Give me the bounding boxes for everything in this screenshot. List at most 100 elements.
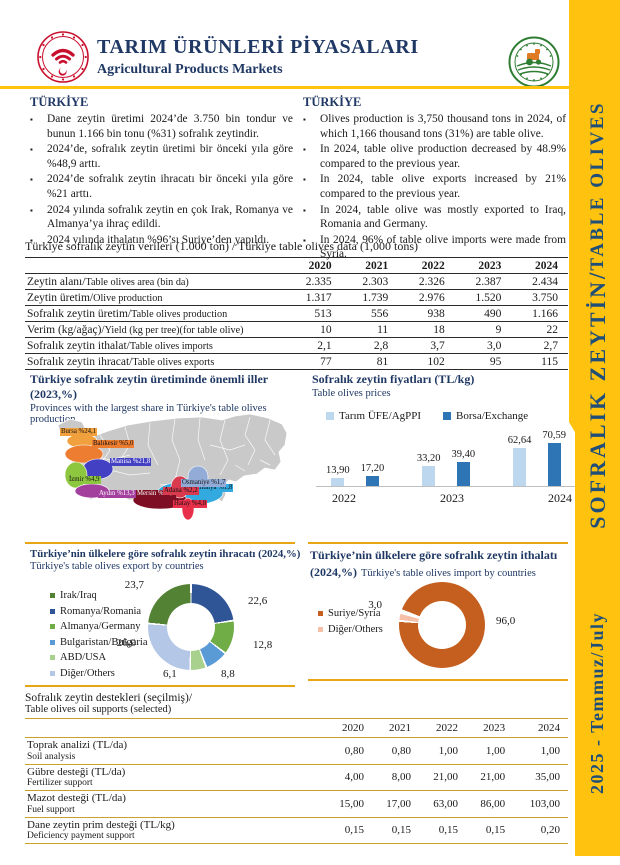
table-row: Zeytin üretim/Olive production 1.317 1.739… [25,289,568,306]
legend-item: Diğer/Others [318,622,383,638]
supports-title-en: Table olives oil supports (selected) [25,704,172,715]
supports-title-tr: Sofralık zeytin destekleri (seçilmiş)/ [25,692,193,704]
table-cell: 0,15 [419,817,467,845]
x-tick-label: 2022 [332,491,356,505]
table-cell: 115 [511,353,568,370]
bullet-item: ▪ 2024 yılında ithalatın %96’sı Suriye’de… [30,233,270,246]
table-cell: 11 [341,321,399,338]
x-tick-label: 2023 [440,491,464,505]
olive-data-table-section: Türkiye sofralık zeytin verileri (1.000 … [25,239,568,370]
bullet-item: ▪ 2024 yılında sofralık zeytin en çok Ira… [30,203,293,231]
table-cell: 2.335 [285,273,342,290]
table-cell: 0,15 [466,817,514,845]
province-label: İzmir %4,9 [68,476,101,484]
table-cell: 1.317 [285,289,342,306]
table-cell: 3,0 [454,337,512,354]
column-header: 2023 [466,718,514,738]
legend-item: Almanya/Germany [50,619,147,635]
bar-value-label: 13,90 [326,465,350,476]
cooperative-seal-icon [508,36,560,93]
chart-title: Sofralık zeytin fiyatları (TL/kg) [312,372,475,386]
bullet-marker: ▪ [30,145,33,155]
slice-value-label: 96,0 [496,615,516,627]
table-cell: 1,00 [513,737,568,765]
legend-item: Borsa/Exchange [443,410,528,422]
export-donut-section: Türkiye’nin ülkelere göre sofralık zeyti… [30,548,303,687]
province-label: Aydın %13,3 [98,490,136,498]
table-cell: 2,7 [511,337,568,354]
province-shape [64,461,88,489]
column-header: 2020 [285,257,342,274]
table-cell: 21,00 [466,764,514,792]
table-cell: 2.303 [341,273,399,290]
provinces-map-section: Türkiye sofralık zeytin üretiminde öneml… [30,372,302,538]
table-cell: 63,00 [419,790,467,818]
column-header: 2020 [325,718,373,738]
import-donut-chart [399,582,485,668]
table-cell: 81 [341,353,399,370]
bar [331,478,345,486]
supports-table-section: Sofralık zeytin destekleri (seçilmiş)/ T… [25,692,568,845]
donut-title: Türkiye’nin ülkelere göre sofralık zeyti… [310,548,558,562]
olive-data-table: 2020 2021 2022 2023 2024 Zeytin alanı/Table … [25,257,568,370]
province-shape [64,444,104,464]
column-header: 2021 [341,257,399,274]
bar [365,476,379,486]
table-cell: 10 [285,321,342,338]
table-row: Sofralık zeytin ithalat/Table olives imp… [25,337,568,354]
table-cell: 1,00 [419,737,467,765]
table-cell: 35,00 [513,764,568,792]
section-bullets-tr: TÜRKİYE ▪ Dane zeytin üretimi 2024’de 3.7… [30,95,293,248]
bar-value-label: 17,20 [360,463,385,474]
bar-value-label: 62,64 [507,435,532,446]
legend-item: Diğer/Others [50,666,147,682]
table-cell: 0,80 [372,737,420,765]
table-cell: 0,15 [372,817,420,845]
donut-title: Türkiye’nin ülkelere göre sofralık zeyti… [30,548,301,560]
column-header: 2024 [511,257,568,274]
table-cell: 15,00 [325,790,373,818]
page-subtitle: Agricultural Products Markets [97,62,283,77]
table-cell: 938 [398,305,455,322]
table-cell: 17,00 [372,790,420,818]
bullet-marker: ▪ [30,175,33,185]
bullet-item: ▪ Dane zeytin üretimi 2024’de 3.750 bin t… [30,113,293,140]
table-row: Dane zeytin prim desteği (TL/kg) Deficien… [25,817,568,845]
table-row: Mazot desteği (TL/da) Fuel support 15,00 17… [25,790,568,818]
province-label: Antalya %1,8 [194,484,234,492]
bar-chart: 13,90 17,20 33,20 39,40 62,64 70,59 [316,428,576,487]
donut-legend: Suriye/Syria Diğer/Others [318,606,383,637]
table-cell: 21,00 [419,764,467,792]
table-cell: 18 [398,321,455,338]
province-label: Manisa %21,8 [110,458,152,466]
bar-value-label: 39,40 [451,449,476,460]
header-divider [0,86,572,89]
legend-swatch [50,655,55,661]
table-cell: 0,20 [513,817,568,845]
table-cell: 556 [341,305,399,322]
slice-value-label: 23,7 [124,579,144,591]
bar-group: 62,64 70,59 [508,430,566,486]
table-cell: 1.520 [454,289,512,306]
page-title: TARIM ÜRÜNLERİ PİYASALARI [97,36,419,58]
column-header: 2023 [454,257,512,274]
table-cell: 2.326 [398,273,455,290]
chart-legend: Tarım ÜFE/AgPPI Borsa/Exchange [326,410,528,422]
legend-item: Suriye/Syria [318,606,383,622]
bar [547,443,561,486]
table-cell: 2.976 [398,289,455,306]
x-axis-labels: 2022 2023 2024 [316,491,588,506]
bar-value-label: 33,20 [416,453,441,464]
table-cell: 1,00 [466,737,514,765]
table-row: Sofralık zeytin üretim/Table olives prod… [25,305,568,322]
table-cell: 22 [511,321,568,338]
table-cell: 86,00 [466,790,514,818]
slice-value-label: 3,0 [368,599,382,611]
donut-subtitle: Türkiye's table olives export by countri… [30,561,204,572]
legend-swatch [318,611,323,617]
column-header [25,718,325,738]
table-cell: 4,00 [325,764,373,792]
map-title: Türkiye sofralık zeytin üretiminde öneml… [30,372,268,401]
legend-item: Tarım ÜFE/AgPPI [326,410,421,422]
